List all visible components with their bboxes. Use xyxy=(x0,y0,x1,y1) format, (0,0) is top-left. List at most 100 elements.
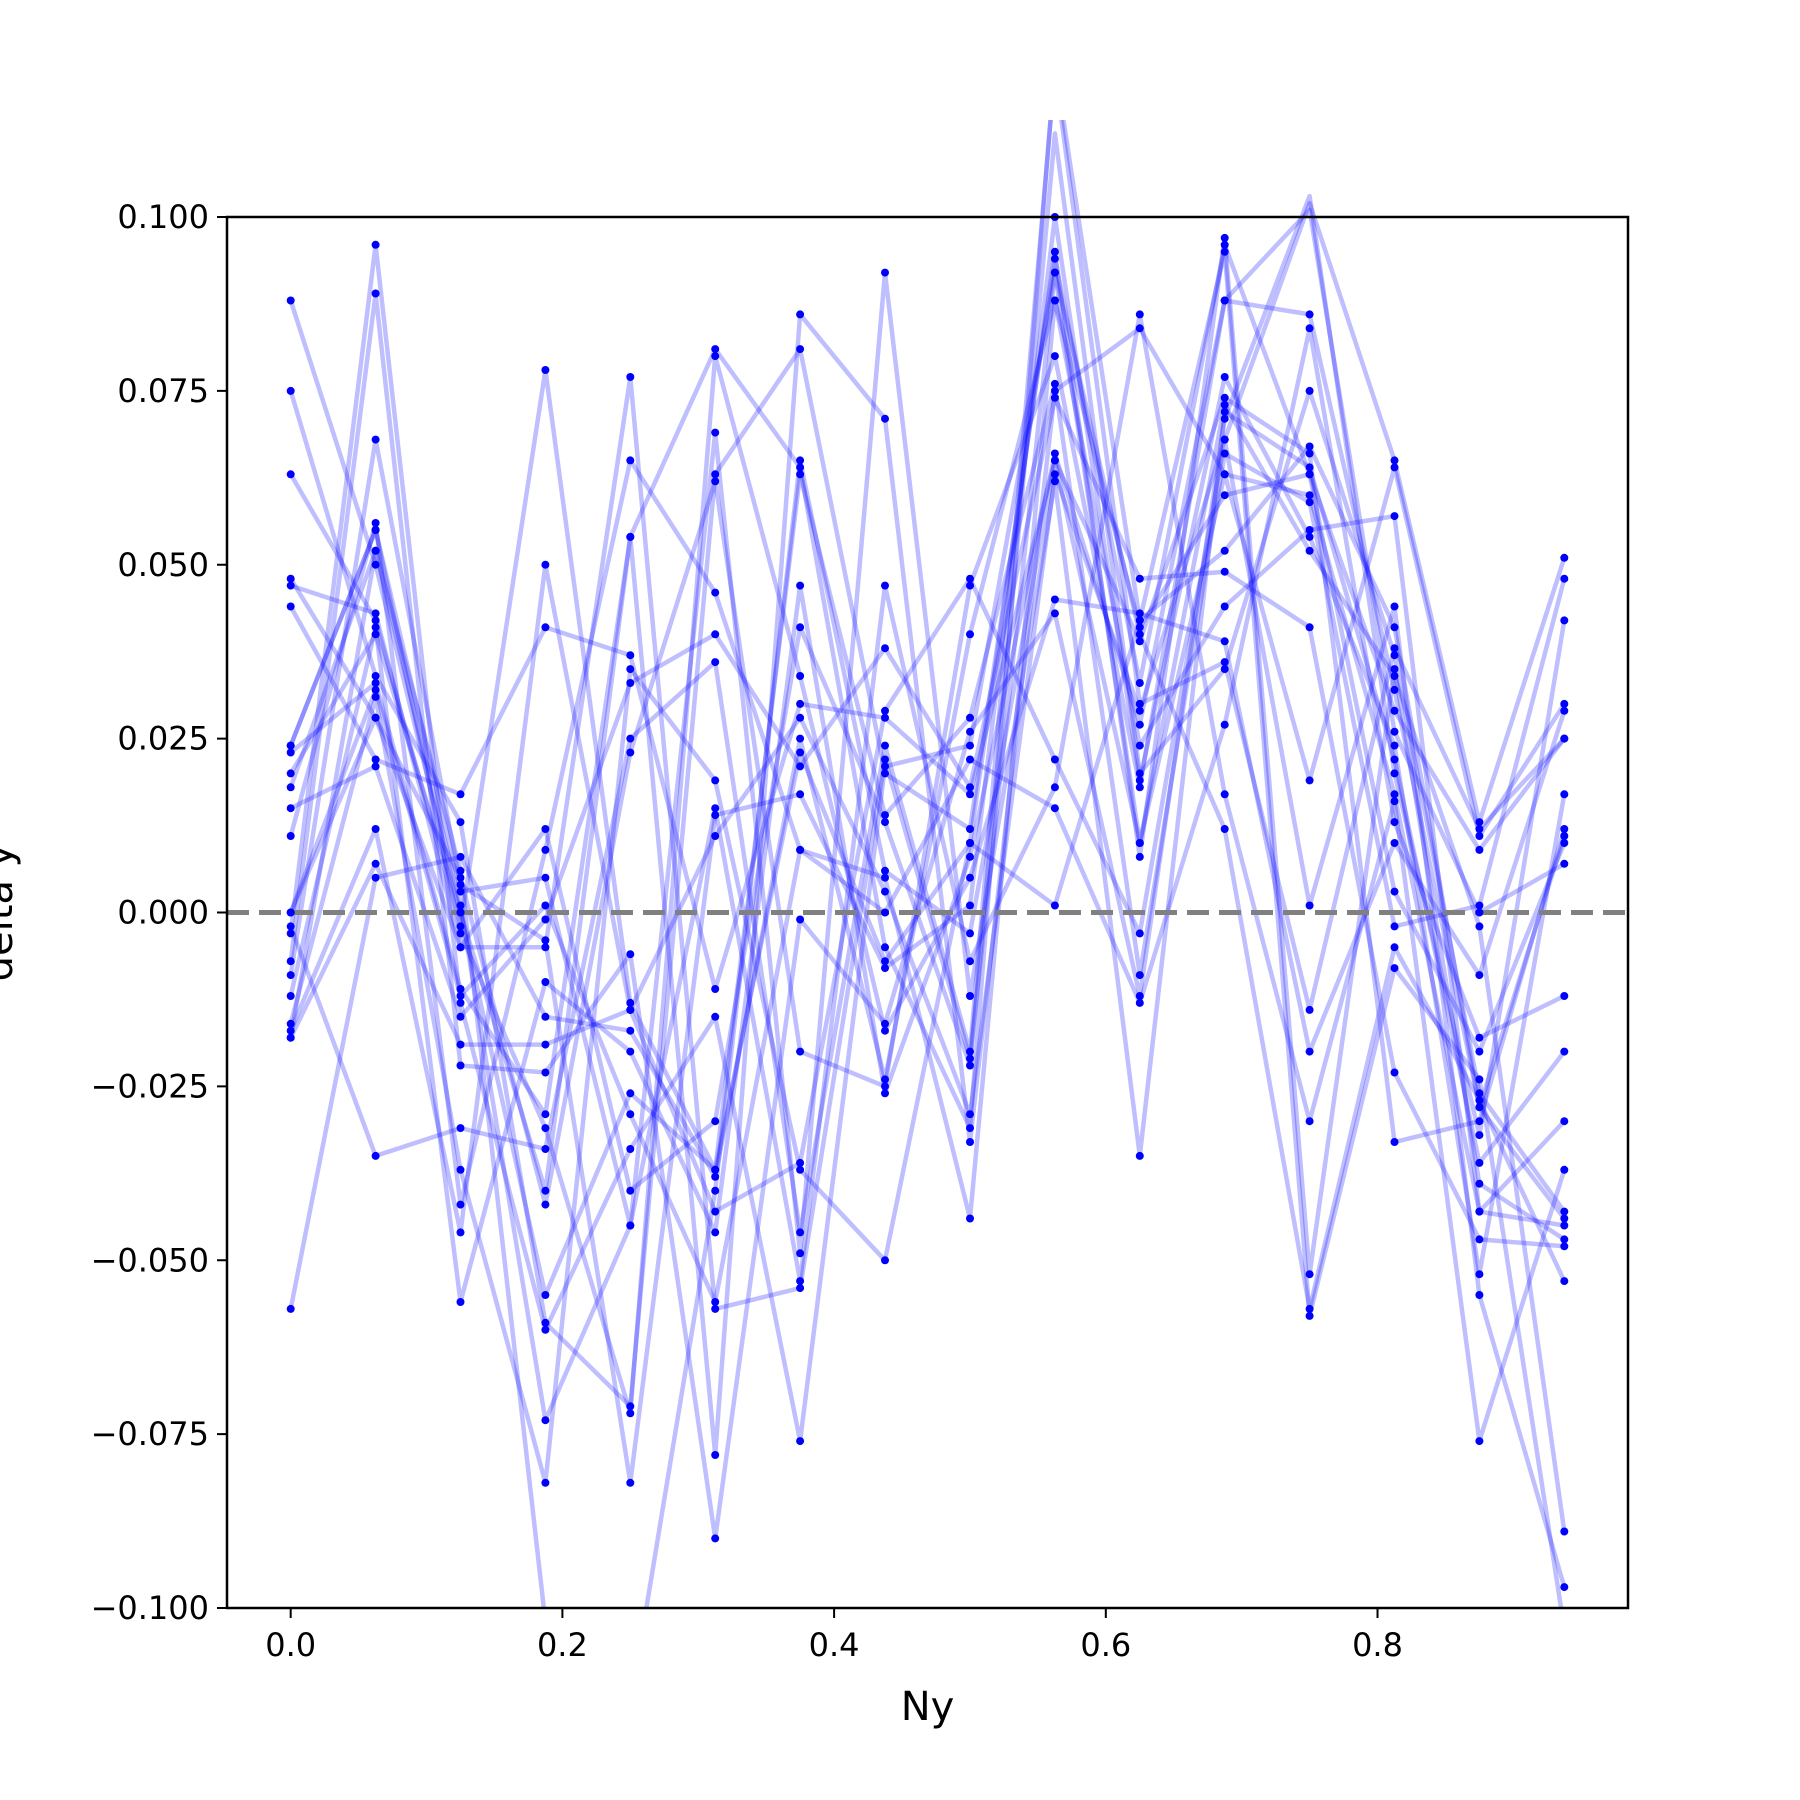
data-point xyxy=(1390,1068,1399,1077)
y-tick-label: −0.025 xyxy=(91,1067,209,1105)
data-point xyxy=(711,588,720,597)
data-point xyxy=(541,978,550,986)
data-point xyxy=(1390,706,1399,715)
data-point xyxy=(1475,1235,1484,1244)
data-point xyxy=(541,560,550,569)
data-point xyxy=(456,1012,465,1021)
data-point xyxy=(796,1165,805,1174)
data-point xyxy=(1390,727,1399,736)
series-line-7 xyxy=(288,270,1567,1256)
y-tick-label: 0.075 xyxy=(117,372,209,410)
data-point xyxy=(541,1325,550,1334)
data-point xyxy=(711,985,720,993)
data-point xyxy=(1560,1527,1569,1536)
data-point xyxy=(541,1068,550,1077)
data-point xyxy=(1475,1291,1484,1299)
data-point xyxy=(1220,435,1229,444)
data-point xyxy=(966,1047,974,1056)
data-point xyxy=(371,859,380,868)
data-point xyxy=(966,713,974,722)
data-point xyxy=(456,880,465,889)
data-point xyxy=(626,950,635,959)
data-point xyxy=(626,651,635,660)
data-point xyxy=(1475,971,1484,980)
data-point xyxy=(371,616,380,625)
data-point xyxy=(371,762,380,771)
data-point xyxy=(456,866,465,875)
data-point xyxy=(1050,804,1059,813)
data-point xyxy=(1135,741,1144,750)
series-line-4 xyxy=(288,298,1567,1207)
data-point xyxy=(371,755,380,764)
data-point xyxy=(1305,386,1314,395)
data-point xyxy=(1560,734,1569,743)
data-point xyxy=(881,943,889,952)
data-point xyxy=(1135,679,1144,687)
data-point xyxy=(1475,832,1484,840)
data-point xyxy=(1135,623,1144,632)
x-tick-label: 0.0 xyxy=(265,1626,316,1664)
data-point xyxy=(711,428,720,437)
data-point xyxy=(1390,741,1399,750)
data-point xyxy=(1560,1117,1569,1126)
data-point xyxy=(1475,845,1484,854)
data-point xyxy=(1050,393,1059,402)
data-point xyxy=(1220,602,1229,611)
data-point xyxy=(1475,908,1484,917)
data-point xyxy=(286,1033,295,1042)
data-point xyxy=(711,1534,720,1543)
series-line-3 xyxy=(288,367,1567,1173)
data-point xyxy=(966,1061,974,1070)
data-point xyxy=(1305,491,1314,500)
data-point xyxy=(1135,852,1144,861)
data-point xyxy=(1475,1089,1484,1098)
data-point xyxy=(1220,665,1229,674)
data-point xyxy=(1050,379,1059,388)
data-point xyxy=(626,734,635,743)
data-point xyxy=(456,818,465,827)
series-line-25 xyxy=(288,249,1564,1608)
data-point xyxy=(456,873,465,882)
data-point xyxy=(1475,901,1484,910)
series-line-18 xyxy=(288,312,1567,1444)
data-point xyxy=(1390,797,1399,806)
data-point xyxy=(881,1082,889,1091)
data-point xyxy=(1475,1179,1484,1188)
data-point xyxy=(1220,546,1229,555)
data-point xyxy=(966,901,974,910)
data-point xyxy=(1390,922,1399,931)
data-point xyxy=(1135,706,1144,715)
data-point xyxy=(796,672,805,680)
data-point xyxy=(1390,512,1399,521)
data-point xyxy=(286,1026,295,1035)
data-point xyxy=(796,734,805,743)
data-point xyxy=(626,1047,635,1056)
y-tick-label: 0.000 xyxy=(117,894,209,932)
data-point xyxy=(881,755,889,764)
data-point xyxy=(541,1200,550,1209)
data-point xyxy=(966,741,974,750)
data-point xyxy=(711,1304,720,1313)
x-tick-label: 0.2 xyxy=(537,1626,588,1664)
data-point xyxy=(711,1298,720,1306)
data-point xyxy=(1305,623,1314,632)
data-point xyxy=(456,985,465,993)
data-point xyxy=(1560,1221,1569,1230)
data-point xyxy=(456,901,465,910)
data-point xyxy=(966,755,974,764)
data-point xyxy=(1560,839,1569,847)
data-point xyxy=(1390,755,1399,764)
data-point xyxy=(371,1151,380,1160)
data-point xyxy=(1135,616,1144,625)
data-point xyxy=(1305,310,1314,319)
data-point xyxy=(796,470,805,479)
data-point xyxy=(1135,769,1144,778)
data-point xyxy=(541,901,550,910)
data-point xyxy=(1560,553,1569,562)
data-point xyxy=(881,818,889,827)
data-point xyxy=(1050,901,1059,910)
data-point xyxy=(626,1478,635,1487)
data-point xyxy=(1475,1270,1484,1279)
data-point xyxy=(711,1117,720,1126)
